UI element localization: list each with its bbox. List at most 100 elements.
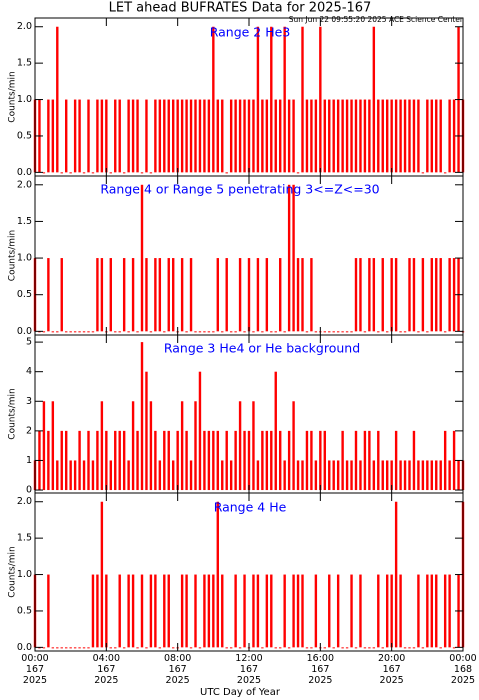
bar [354,647,358,649]
y-tick-label: 2.0 [17,21,32,32]
bar [336,460,340,491]
x-tick-label: 16:00 167 2025 [306,653,335,686]
bar [167,258,170,332]
bar [114,99,117,173]
bar [51,99,55,173]
bar [163,99,166,173]
bar [452,99,456,173]
bar [283,331,286,333]
bar [323,99,326,173]
bar [100,258,104,332]
bar [140,574,144,648]
y-tick-label: 0.0 [17,167,32,178]
bar [96,99,99,173]
bar [417,460,420,491]
bar [87,331,90,333]
bar [158,647,162,649]
bar [149,574,153,648]
bar [69,647,72,649]
bar [314,331,318,333]
bar [243,99,246,173]
bar [443,331,447,333]
bar [56,647,59,649]
panel-title: Range 2 He3 [210,25,291,40]
bar [221,331,224,333]
bar [145,647,148,649]
bar [345,647,349,649]
bar [377,331,380,333]
bar [377,574,380,648]
bar [82,460,86,491]
bar [336,574,340,648]
bar [283,460,286,491]
bar [207,99,211,173]
bar [252,401,255,491]
bar [359,574,362,648]
bar [185,99,188,173]
y-tick-label: 0.5 [17,130,32,141]
bar [287,430,291,491]
bar [372,26,376,173]
y-axis-label: Counts/min [8,546,18,597]
bar [185,331,188,333]
panel-title: Range 4 or Range 5 penetrating 3<=Z<=30 [100,182,379,197]
bar [56,460,59,491]
bar [176,430,179,491]
bar [109,258,112,332]
plot-frame [34,492,464,652]
bar [221,99,224,173]
bar [426,99,429,173]
bar [243,574,246,648]
bar [100,99,104,173]
bar [73,460,77,491]
bar [314,574,318,648]
bar [363,331,367,333]
bar [114,647,117,649]
bar [359,258,362,332]
bar [180,99,184,173]
bar [345,331,349,333]
bar [292,184,295,332]
y-tick-label: 1.5 [17,533,32,544]
bar [256,460,260,491]
bar [149,331,153,333]
bar [122,647,126,649]
bar [127,331,130,333]
bar [65,331,68,333]
bar [452,430,456,491]
bar [345,460,349,491]
bar [145,371,148,491]
bar [42,401,46,491]
bar [105,574,108,648]
panel-title: Range 3 He4 or He background [164,341,360,356]
y-tick-label: 0.5 [17,289,32,300]
bar [180,574,184,648]
bar [216,258,219,332]
bar [292,401,295,491]
bar [198,647,202,649]
bar [100,501,104,648]
bar [399,574,402,648]
bar [399,331,402,333]
bar [448,574,451,648]
bar [417,99,420,173]
bar [229,99,233,173]
y-tick-label: 4 [26,366,32,377]
bar [212,574,215,648]
bar [363,99,367,173]
bar [180,258,184,332]
bar [296,172,300,174]
bar [279,99,282,173]
bar [42,172,46,174]
bar [172,647,175,649]
bar [42,647,46,649]
bar [136,430,139,491]
bar [122,258,126,332]
bar [368,99,371,173]
bar [332,647,335,649]
bar [452,647,456,649]
bar [283,574,286,648]
bar [225,430,228,491]
bar [96,430,99,491]
bar [229,331,233,333]
